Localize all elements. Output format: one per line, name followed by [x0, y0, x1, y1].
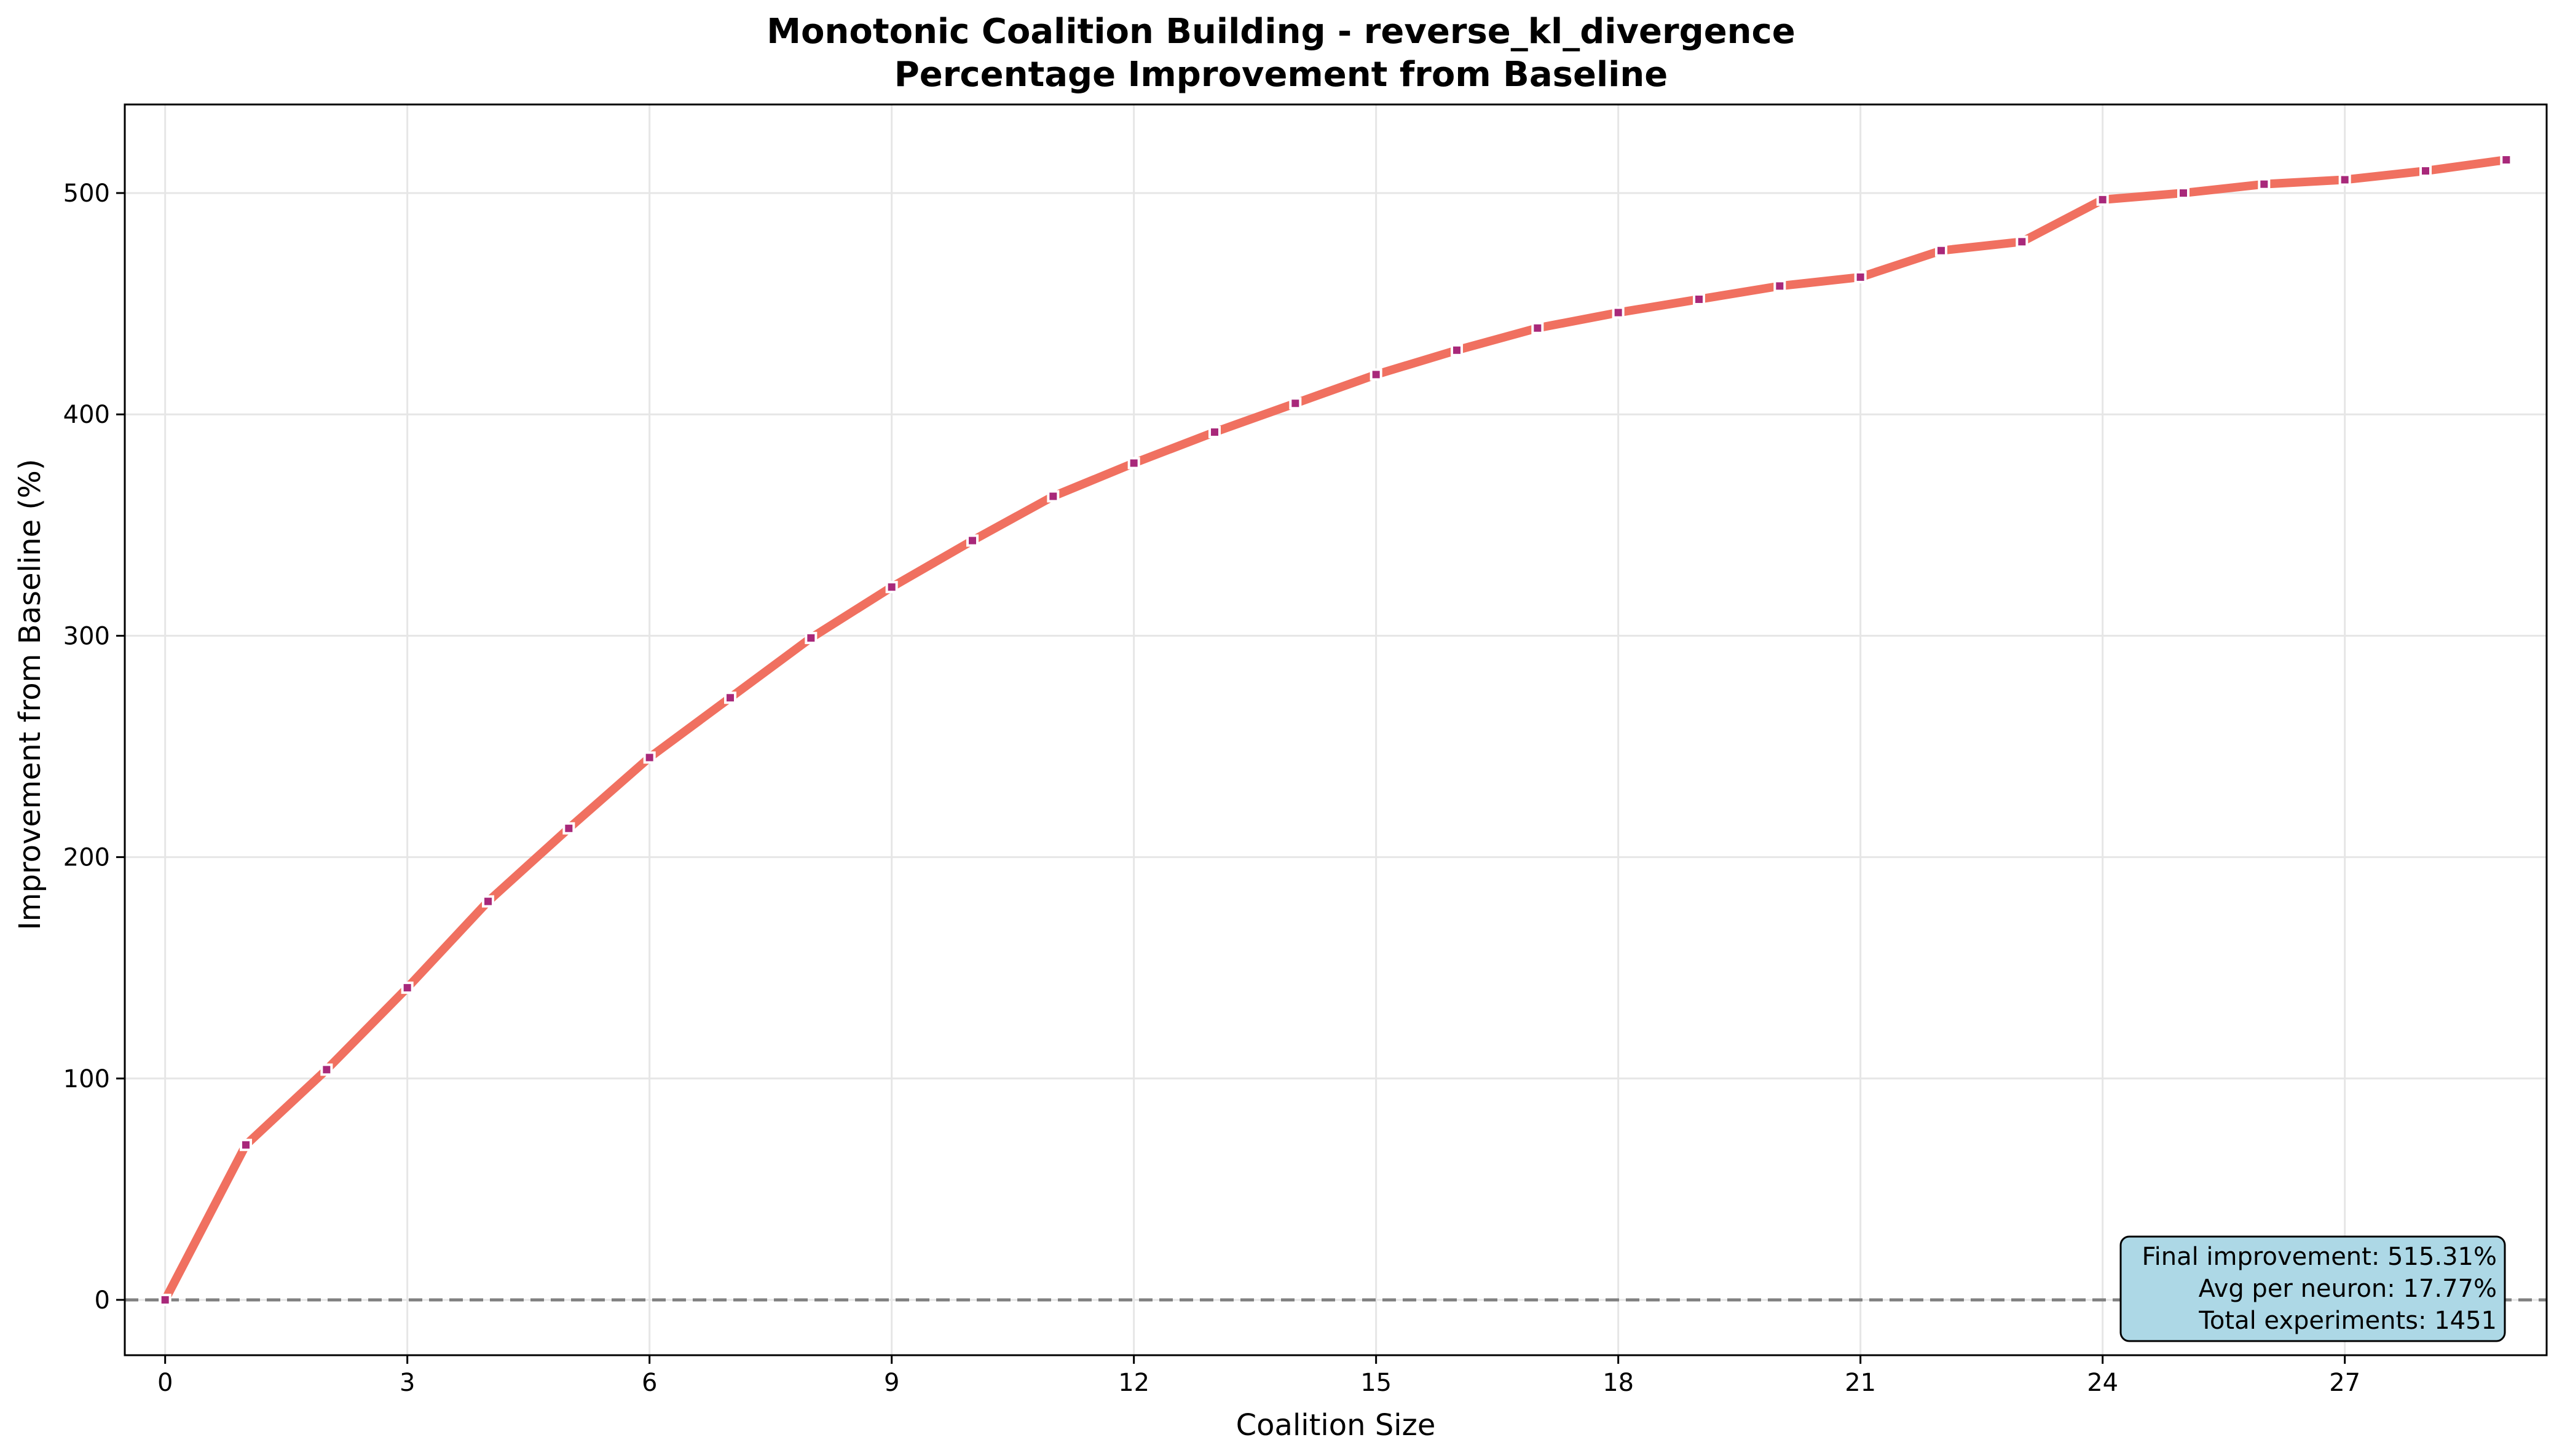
data-point-marker [2258, 178, 2271, 191]
data-point-marker [805, 632, 818, 645]
data-point-marker [1612, 306, 1625, 319]
x-tick-label: 18 [1602, 1369, 1634, 1397]
x-tick-label: 27 [2329, 1369, 2360, 1397]
data-point-marker [562, 822, 575, 835]
data-point-marker [159, 1293, 171, 1306]
y-tick-label: 100 [63, 1065, 110, 1093]
x-tick-label: 6 [642, 1369, 657, 1397]
x-tick-label: 9 [884, 1369, 899, 1397]
data-point-marker [1047, 490, 1060, 503]
data-point-marker [2096, 193, 2109, 206]
chart-title-line2: Percentage Improvement from Baseline [894, 55, 1668, 95]
x-tick-label: 21 [1845, 1369, 1876, 1397]
x-tick-label: 24 [2087, 1369, 2118, 1397]
x-axis-ticks: 0 3 6 9 12 15 18 21 24 27 [157, 1355, 2360, 1397]
summary-annotation-box: Final improvement: 515.31% Avg per neuro… [2119, 1235, 2506, 1342]
data-point-marker [1935, 244, 1947, 257]
data-point-marker [1531, 321, 1544, 334]
series-markers [159, 154, 2513, 1306]
annotation-final-improvement: Final improvement: 515.31% [2142, 1243, 2497, 1271]
data-point-marker [1693, 293, 1705, 305]
data-point-marker [401, 982, 414, 994]
annotation-total-experiments: Total experiments: 1451 [2198, 1307, 2497, 1335]
data-point-marker [966, 534, 979, 547]
annotation-avg-per-neuron: Avg per neuron: 17.77% [2199, 1275, 2497, 1303]
y-axis-ticks: 0 100 200 300 400 500 [63, 179, 125, 1315]
data-point-marker [1854, 270, 1867, 283]
data-point-marker [1127, 457, 1140, 470]
y-tick-label: 500 [63, 179, 110, 208]
x-tick-label: 0 [157, 1369, 173, 1397]
y-tick-label: 0 [95, 1286, 110, 1315]
data-point-marker [2016, 235, 2028, 248]
y-tick-label: 300 [63, 622, 110, 650]
y-tick-label: 400 [63, 401, 110, 429]
annotation-background [2119, 1235, 2506, 1342]
data-point-marker [885, 581, 898, 594]
data-point-marker [482, 895, 494, 908]
y-tick-label: 200 [63, 844, 110, 872]
plot-frame [124, 103, 2548, 1356]
x-tick-label: 3 [400, 1369, 415, 1397]
data-point-marker [320, 1063, 333, 1076]
series-line [160, 155, 2511, 1304]
x-tick-label: 12 [1118, 1369, 1149, 1397]
x-axis-label: Coalition Size [1236, 1408, 1436, 1442]
data-point-marker [2338, 173, 2351, 186]
data-point-marker [1289, 397, 1302, 410]
data-point-marker [2419, 165, 2432, 178]
data-point-marker [240, 1138, 252, 1151]
data-point-marker [1370, 368, 1382, 381]
data-point-marker [1773, 280, 1786, 293]
data-point-marker [724, 691, 736, 704]
data-point-marker [2177, 187, 2190, 200]
data-point-marker [643, 751, 656, 764]
x-tick-label: 15 [1360, 1369, 1392, 1397]
chart-title-line1: Monotonic Coalition Building - reverse_k… [767, 12, 1795, 52]
data-point-marker [1208, 426, 1221, 439]
data-point-marker [2500, 154, 2513, 167]
y-axis-label: Improvement from Baseline (%) [13, 459, 47, 931]
data-point-marker [1451, 344, 1463, 356]
